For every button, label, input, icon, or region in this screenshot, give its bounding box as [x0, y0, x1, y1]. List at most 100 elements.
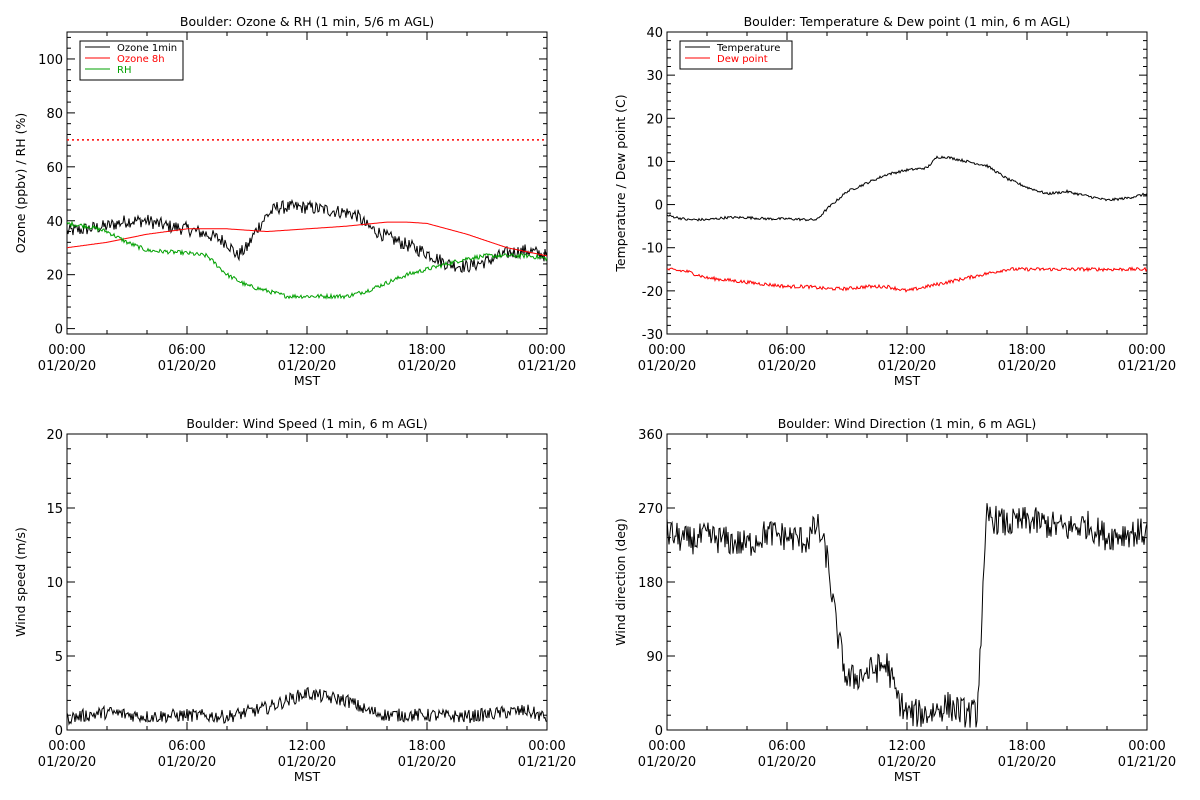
y-tick-label: -10 — [642, 242, 663, 257]
x-tick-label: 00:00 — [48, 739, 85, 754]
x-tick-date-label: 01/21/20 — [1118, 755, 1176, 770]
y-tick-label: 40 — [646, 26, 663, 41]
x-tick-date-label: 01/20/20 — [998, 755, 1056, 770]
chart-title: Boulder: Temperature & Dew point (1 min,… — [744, 14, 1071, 29]
legend-label: Ozone 1min — [117, 43, 177, 54]
y-tick-label: 20 — [646, 112, 663, 127]
y-tick-label: -20 — [642, 285, 663, 300]
y-tick-label: 90 — [646, 650, 663, 665]
chart-title: Boulder: Wind Speed (1 min, 6 m AGL) — [186, 416, 427, 431]
plot-frame — [666, 433, 1148, 731]
x-axis-label: MST — [294, 373, 321, 388]
x-tick-date-label: 01/21/20 — [1118, 359, 1176, 374]
y-axis-label: Temperature / Dew point (C) — [613, 94, 628, 272]
y-axis-label: Wind direction (deg) — [613, 518, 628, 645]
series-line-rh — [67, 220, 547, 300]
legend-label: Ozone 8h — [117, 54, 165, 65]
x-tick-date-label: 01/20/20 — [998, 359, 1056, 374]
x-tick-label: 18:00 — [1008, 343, 1045, 358]
series-line-dew-point — [667, 266, 1147, 293]
y-tick-label: -30 — [642, 328, 663, 343]
y-tick-label: 20 — [46, 269, 63, 284]
plot-area — [67, 686, 547, 726]
x-tick-label: 06:00 — [168, 343, 205, 358]
x-tick-label: 18:00 — [1008, 739, 1045, 754]
series-line-ozone-8h — [67, 221, 547, 257]
y-tick-label: 10 — [646, 155, 663, 170]
x-tick-label: 06:00 — [768, 343, 805, 358]
x-tick-date-label: 01/20/20 — [398, 755, 456, 770]
x-tick-date-label: 01/20/20 — [38, 755, 96, 770]
x-tick-label: 00:00 — [1128, 739, 1165, 754]
x-tick-label: 06:00 — [768, 739, 805, 754]
legend-label: RH — [117, 65, 131, 76]
x-tick-date-label: 01/20/20 — [758, 359, 816, 374]
x-tick-date-label: 01/21/20 — [518, 359, 576, 374]
chart-panel-2: Boulder: Temperature & Dew point (1 min,… — [613, 14, 1176, 388]
y-tick-label: 20 — [46, 428, 63, 443]
legend-label: Temperature — [716, 43, 780, 54]
plot-frame — [666, 31, 1148, 335]
x-tick-label: 00:00 — [648, 739, 685, 754]
x-tick-label: 18:00 — [408, 739, 445, 754]
x-tick-date-label: 01/20/20 — [878, 359, 936, 374]
plot-area — [67, 139, 547, 300]
x-tick-date-label: 01/20/20 — [638, 359, 696, 374]
x-axis-label: MST — [294, 769, 321, 784]
x-tick-date-label: 01/20/20 — [38, 359, 96, 374]
x-tick-date-label: 01/20/20 — [158, 755, 216, 770]
x-tick-label: 12:00 — [888, 739, 925, 754]
y-tick-label: 60 — [46, 161, 63, 176]
y-tick-label: 270 — [638, 502, 663, 517]
x-tick-label: 00:00 — [528, 739, 565, 754]
chart-panel-4: Boulder: Wind Direction (1 min, 6 m AGL)… — [613, 416, 1176, 784]
y-tick-label: 180 — [638, 576, 663, 591]
x-tick-label: 00:00 — [48, 343, 85, 358]
series-line-temperature — [667, 155, 1147, 222]
x-axis-label: MST — [894, 373, 921, 388]
x-tick-date-label: 01/20/20 — [638, 755, 696, 770]
y-axis-label: Wind speed (m/s) — [13, 527, 28, 637]
legend-label: Dew point — [717, 54, 768, 65]
x-tick-label: 06:00 — [168, 739, 205, 754]
y-tick-label: 30 — [646, 69, 663, 84]
x-tick-label: 18:00 — [408, 343, 445, 358]
x-tick-date-label: 01/20/20 — [278, 359, 336, 374]
series-line-1 — [667, 503, 1147, 728]
x-tick-date-label: 01/20/20 — [158, 359, 216, 374]
y-tick-label: 15 — [46, 502, 63, 517]
chart-panel-3: Boulder: Wind Speed (1 min, 6 m AGL) 0 5 10… — [13, 416, 576, 784]
chart-panel-1: Boulder: Ozone & RH (1 min, 5/6 m AGL) 0 2… — [13, 14, 576, 388]
y-tick-label: 0 — [655, 199, 663, 214]
x-tick-date-label: 01/20/20 — [878, 755, 936, 770]
x-tick-date-label: 01/20/20 — [758, 755, 816, 770]
plot-area — [667, 155, 1147, 293]
plot-frame — [66, 433, 548, 731]
x-tick-date-label: 01/20/20 — [398, 359, 456, 374]
chart-title: Boulder: Ozone & RH (1 min, 5/6 m AGL) — [180, 14, 434, 29]
x-tick-label: 00:00 — [1128, 343, 1165, 358]
x-tick-label: 12:00 — [888, 343, 925, 358]
y-tick-label: 80 — [46, 107, 63, 122]
y-tick-label: 40 — [46, 215, 63, 230]
y-tick-label: 360 — [638, 428, 663, 443]
series-line-1 — [67, 686, 547, 726]
y-axis-label: Ozone (ppbv) / RH (%) — [13, 113, 28, 253]
y-tick-label: 5 — [55, 650, 63, 665]
x-tick-label: 12:00 — [288, 739, 325, 754]
x-tick-label: 00:00 — [528, 343, 565, 358]
legend-box — [679, 40, 793, 70]
y-tick-label: 0 — [55, 724, 63, 739]
plot-area — [667, 503, 1147, 728]
y-tick-label: 0 — [655, 724, 663, 739]
chart-title: Boulder: Wind Direction (1 min, 6 m AGL) — [778, 416, 1036, 431]
series-line-ozone-1min — [67, 198, 547, 273]
x-tick-label: 00:00 — [648, 343, 685, 358]
x-axis-label: MST — [894, 769, 921, 784]
x-tick-date-label: 01/20/20 — [278, 755, 336, 770]
y-tick-label: 100 — [38, 53, 63, 68]
y-tick-label: 0 — [55, 323, 63, 338]
x-tick-label: 12:00 — [288, 343, 325, 358]
x-tick-date-label: 01/21/20 — [518, 755, 576, 770]
